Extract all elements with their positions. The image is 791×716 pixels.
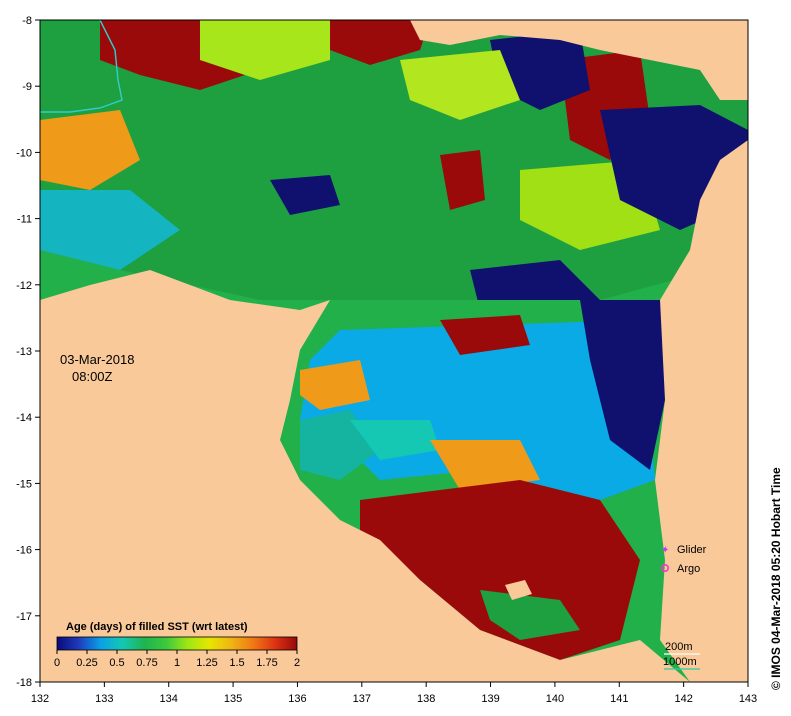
y-tick-label: -17 bbox=[16, 611, 32, 623]
imos-credit: © IMOS 04-Mar-2018 05:20 Hobart Time bbox=[769, 467, 783, 690]
map-time-label: 08:00Z bbox=[72, 369, 113, 384]
y-tick-label: -18 bbox=[16, 677, 32, 689]
y-tick-label: -15 bbox=[16, 478, 32, 490]
glider-marker-icon: ✦ bbox=[661, 545, 669, 556]
y-tick-label: -14 bbox=[16, 412, 32, 424]
land-island-groote bbox=[262, 447, 288, 474]
x-tick-label: 137 bbox=[353, 693, 371, 705]
colorbar-ramp bbox=[56, 636, 298, 651]
colorbar-title: Age (days) of filled SST (wrt latest) bbox=[66, 621, 248, 633]
colorbar-tick-label: 1.25 bbox=[196, 657, 217, 669]
colorbar-tick-label: 0 bbox=[54, 657, 60, 669]
x-tick-label: 139 bbox=[481, 693, 499, 705]
contour-legend: 200m 1000m bbox=[663, 641, 700, 670]
y-tick-label: -11 bbox=[17, 214, 32, 226]
sst-patch-north-navy-mid bbox=[270, 175, 340, 215]
y-tick-label: -16 bbox=[16, 545, 32, 557]
sst-patch-gulf-orange-west bbox=[300, 360, 370, 410]
sst-patch-north-lime bbox=[400, 50, 520, 120]
y-tick-label: -12 bbox=[16, 280, 32, 292]
sst-patch-gulf-orange-south bbox=[430, 440, 540, 490]
sst-patch-gulf-red-north bbox=[440, 315, 530, 355]
y-tick-label: -10 bbox=[16, 147, 32, 159]
glider-legend-label: Glider bbox=[677, 544, 707, 556]
colorbar-tick-label: 1 bbox=[174, 657, 180, 669]
argo-marker-icon bbox=[660, 563, 669, 572]
colorbar-ticks: 0 0.25 0.5 0.75 1 1.25 1.5 1.75 2 bbox=[54, 650, 300, 669]
y-axis: -8 -9 -10 -11 -12 -13 -14 -15 -16 -17 -18 bbox=[16, 15, 40, 689]
plot-area bbox=[40, 20, 748, 682]
colorbar-tick-label: 0.75 bbox=[136, 657, 157, 669]
x-tick-label: 140 bbox=[546, 693, 564, 705]
x-tick-label: 141 bbox=[610, 693, 628, 705]
land-arnhem-west bbox=[40, 270, 690, 682]
river-line bbox=[40, 20, 123, 113]
sst-patch-north-red-mid bbox=[330, 20, 430, 65]
y-tick-label: -13 bbox=[16, 346, 32, 358]
contour-1000m-label: 1000m bbox=[663, 656, 697, 668]
x-tick-label: 142 bbox=[674, 693, 692, 705]
x-axis: 132 133 134 135 136 137 138 139 140 141 142 143 bbox=[31, 682, 757, 705]
argo-legend-label: Argo bbox=[677, 563, 700, 575]
x-tick-label: 138 bbox=[417, 693, 435, 705]
obs-legend: ✦ Glider Argo bbox=[660, 544, 707, 575]
sst-patch-mid-red bbox=[440, 150, 485, 210]
sst-patch-gulf-green-south bbox=[480, 590, 580, 640]
contour-200m-label: 200m bbox=[665, 641, 693, 653]
colorbar-tick-label: 2 bbox=[294, 657, 300, 669]
sst-patch-gulf-teal-mid bbox=[350, 420, 440, 460]
x-tick-label: 136 bbox=[288, 693, 306, 705]
x-tick-label: 143 bbox=[739, 693, 757, 705]
map-date-label: 03-Mar-2018 bbox=[60, 352, 134, 367]
land-island-mornington bbox=[505, 580, 532, 600]
colorbar-tick-label: 0.25 bbox=[76, 657, 97, 669]
sst-patch-west-teal bbox=[40, 190, 180, 270]
sst-patch-west-orange bbox=[40, 110, 140, 190]
x-tick-label: 134 bbox=[160, 693, 178, 705]
x-tick-label: 133 bbox=[95, 693, 113, 705]
x-tick-label: 135 bbox=[224, 693, 242, 705]
land-cape-york bbox=[655, 140, 748, 682]
x-tick-label: 132 bbox=[31, 693, 49, 705]
sst-patch-gulf-navy-east bbox=[580, 300, 665, 470]
y-tick-label: -9 bbox=[22, 81, 32, 93]
sst-patch-north-yellow bbox=[200, 20, 330, 80]
colorbar-tick-label: 1.75 bbox=[256, 657, 277, 669]
colorbar-tick-label: 0.5 bbox=[109, 657, 124, 669]
land-masses bbox=[40, 20, 748, 682]
land-new-guinea bbox=[410, 20, 748, 100]
y-tick-label: -8 bbox=[22, 15, 32, 27]
colorbar-tick-label: 1.5 bbox=[229, 657, 244, 669]
